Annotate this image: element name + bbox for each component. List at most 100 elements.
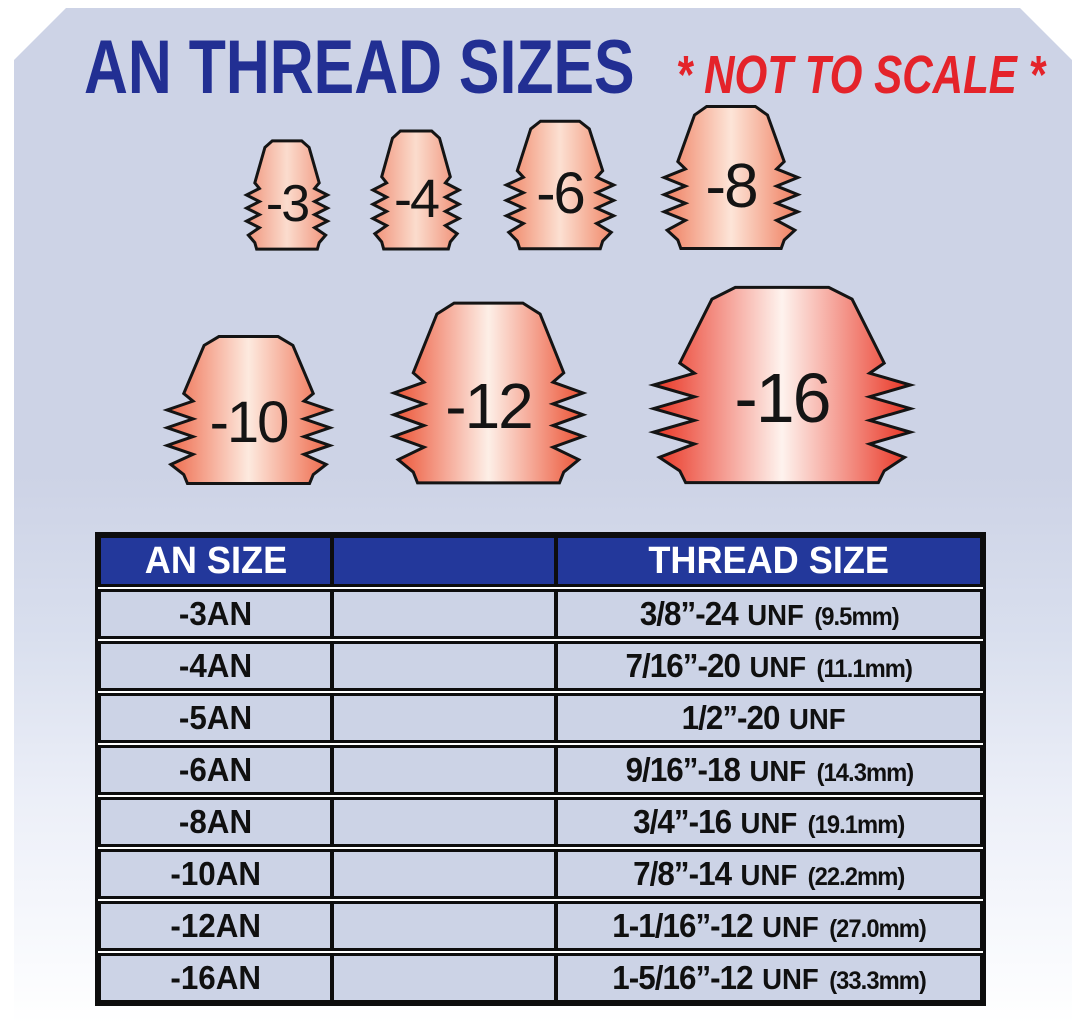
fitting-shape-icon [381,300,596,486]
an-size-cell: -12AN [101,904,334,948]
thread-spec: 3/4”-16 [633,803,732,840]
an-size-value: -6AN [178,751,253,788]
thread-mm: (33.3mm) [829,967,927,995]
thread-size-value: 7/16”-20 UNF (11.1mm) [625,647,913,685]
thread-spec: 1/2”-20 [681,699,781,736]
fittings-row-2: -10 -12 -16 [0,284,1084,486]
table-row: -8AN 3/4”-16 UNF (19.1mm) [98,797,983,847]
thread-standard: UNF [746,600,804,632]
header: AN THREAD SIZES * NOT TO SCALE * [0,0,1084,110]
not-to-scale-note: * NOT TO SCALE * [676,45,1045,105]
thread-size-value: 9/16”-18 UNF (14.3mm) [625,751,914,789]
fitting-shape-icon [367,129,465,251]
an-size-value: -3AN [178,595,253,632]
header-label: AN SIZE [144,539,287,582]
thread-standard: UNF [740,808,798,840]
thread-size-value: 1-5/16”-12 UNF (33.3mm) [612,959,927,997]
thread-spec: 9/16”-18 [625,751,740,788]
an-size-value: -12AN [170,907,261,944]
thread-size-cell: 7/16”-20 UNF (11.1mm) [558,644,980,688]
an-size-value: -16AN [170,959,261,996]
thread-mm: (9.5mm) [814,603,899,631]
thread-spec: 7/8”-14 [633,855,732,892]
table-row: -16AN 1-5/16”-12 UNF (33.3mm) [98,953,983,1003]
fitting-shape-icon [156,334,341,486]
fitting-shape-icon [499,119,621,251]
fitting-label: -4 [393,169,440,229]
thread-spec: 1-5/16”-12 [612,959,753,996]
an-size-value: -4AN [178,647,253,684]
table-row: -6AN 9/16”-18 UNF (14.3mm) [98,745,983,795]
thread-size-cell: 7/8”-14 UNF (22.2mm) [558,852,980,896]
fitting-label: -16 [734,359,831,437]
fitting-label: -8 [705,151,758,221]
fitting-label: -10 [209,390,290,455]
fitting-8: -8 [655,104,807,251]
fitting-10: -10 [156,334,341,486]
an-size-value: -5AN [178,699,253,736]
thread-spec: 7/16”-20 [625,647,741,684]
fitting-label: -12 [445,370,533,442]
spacer-cell [334,696,559,740]
an-size-cell: -16AN [101,956,334,1000]
thread-size-cell: 3/8”-24 UNF (9.5mm) [558,592,980,636]
table-row: -4AN 7/16”-20 UNF (11.1mm) [98,641,983,691]
thread-mm: (14.3mm) [816,759,914,787]
header-cell-an-size: AN SIZE [101,538,334,584]
an-size-cell: -8AN [101,800,334,844]
fitting-label: -3 [265,175,310,233]
an-size-cell: -3AN [101,592,334,636]
thread-size-cell: 1-1/16”-12 UNF (27.0mm) [558,904,980,948]
spacer-cell [334,800,559,844]
thread-size-cell: 3/4”-16 UNF (19.1mm) [558,800,980,844]
spacer-cell [334,748,559,792]
an-size-cell: -6AN [101,748,334,792]
header-cell-middle [334,538,559,584]
an-thread-size-table: AN SIZE THREAD SIZE -3AN 3/8”-24 UNF (9.5m… [95,532,986,1006]
thread-size-cell: 1-5/16”-12 UNF (33.3mm) [558,956,980,1000]
an-size-value: -10AN [170,855,261,892]
fitting-4: -4 [367,129,465,251]
fitting-16: -16 [636,284,928,486]
thread-size-value: 1/2”-20 UNF [682,699,857,737]
fitting-12: -12 [381,300,596,486]
fitting-shape-icon [241,139,333,251]
thread-size-cell: 1/2”-20 UNF [558,696,980,740]
an-size-cell: -5AN [101,696,334,740]
thread-size-value: 3/4”-16 UNF (19.1mm) [633,803,906,841]
thread-standard: UNF [762,964,819,996]
thread-standard: UNF [749,756,806,788]
table-row: -12AN 1-1/16”-12 UNF (27.0mm) [98,901,983,951]
thread-standard: UNF [762,912,819,944]
thread-mm: (11.1mm) [816,655,913,683]
thread-size-value: 3/8”-24 UNF (9.5mm) [639,595,900,633]
table-row: -3AN 3/8”-24 UNF (9.5mm) [98,589,983,639]
thread-size-cell: 9/16”-18 UNF (14.3mm) [558,748,980,792]
fitting-shape-icon [655,104,807,251]
fitting-shape-icon [636,284,928,486]
thread-standard: UNF [749,652,807,684]
spacer-cell [334,904,559,948]
thread-mm: (22.2mm) [807,863,906,891]
spacer-cell [334,644,559,688]
thread-standard: UNF [740,860,798,892]
thread-size-value: 7/8”-14 UNF (22.2mm) [633,855,906,893]
thread-size-value: 1-1/16”-12 UNF (27.0mm) [612,907,927,945]
an-size-cell: -10AN [101,852,334,896]
spacer-cell [334,852,559,896]
table-row: -10AN 7/8”-14 UNF (22.2mm) [98,849,983,899]
fitting-6: -6 [499,119,621,251]
fitting-label: -6 [536,161,586,226]
thread-standard: UNF [789,704,846,736]
spacer-cell [334,592,559,636]
fittings-row-1: -3 -4 -6 -8 [0,104,1084,251]
thread-mm: (19.1mm) [807,811,906,839]
page-title: AN THREAD SIZES [84,25,635,110]
table-row: -5AN 1/2”-20 UNF [98,693,983,743]
thread-spec: 1-1/16”-12 [612,907,753,944]
an-size-cell: -4AN [101,644,334,688]
thread-spec: 3/8”-24 [639,595,739,632]
fitting-3: -3 [241,139,333,251]
an-size-value: -8AN [178,803,253,840]
